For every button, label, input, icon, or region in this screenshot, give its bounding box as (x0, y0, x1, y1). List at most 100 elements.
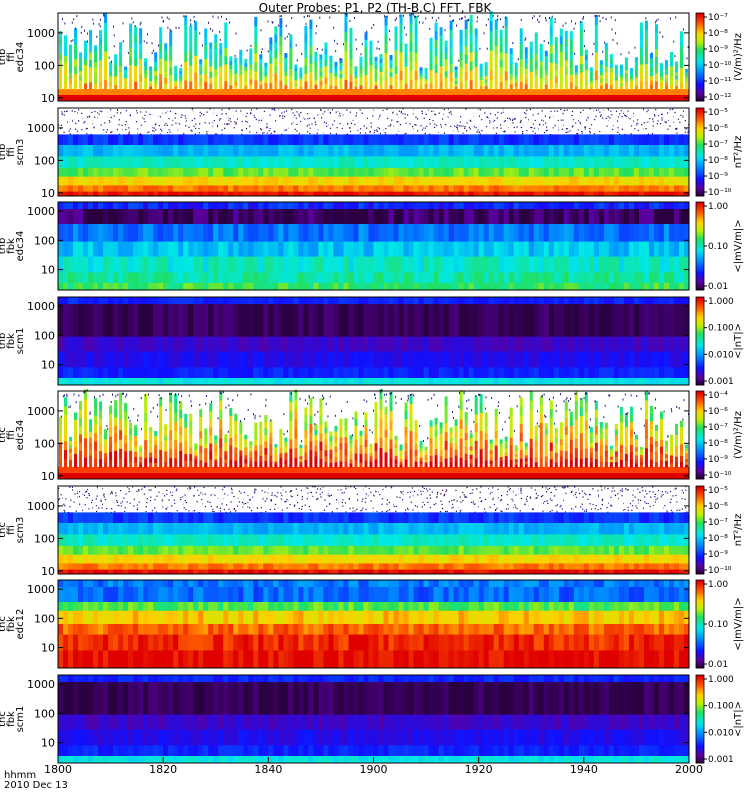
spectrogram-image (58, 580, 690, 669)
spectrogram-panel-1: 101001000thbffiedc3410⁻¹²10⁻¹¹10⁻¹⁰10⁻⁹1… (0, 11, 744, 105)
y-tick-label: 100 (34, 59, 55, 72)
spectrogram-image (58, 202, 690, 291)
y-tick-label: 100 (34, 707, 55, 720)
colorbar-label: <|mV/m|> (733, 597, 744, 650)
colorbar-tick-label: 10⁻⁹ (708, 172, 728, 182)
colorbar-tick-label: 0.010 (708, 728, 734, 738)
ylabel-line: scm1 (15, 328, 26, 355)
y-tick-label: 10 (41, 264, 55, 277)
y-tick-label: 10 (41, 737, 55, 750)
colorbar-label: <|nT|> (733, 323, 744, 359)
colorbar-tick-label: 10⁻⁹ (708, 550, 728, 560)
spectrogram-panel-5: 101001000thcffiedc3410⁻¹⁰10⁻⁹10⁻⁸10⁻⁷10⁻… (0, 389, 744, 483)
ylabel-line: edc34 (15, 420, 26, 451)
colorbar-tick-label: 10⁻⁹ (708, 45, 728, 55)
ylabel-line: fbk (6, 616, 17, 632)
colorbar-label: nT²/Hz (733, 136, 744, 169)
ylabel-line: fbk (6, 238, 17, 254)
colorbar: 0.001 0.010 0.100 1.000 <|nT|> (695, 674, 744, 765)
colorbar-label: (V/m)²/Hz (733, 33, 744, 81)
y-tick-label: 1000 (27, 500, 55, 513)
colorbar-label: <|mV/m|> (733, 219, 744, 272)
colorbar-tick-label: 10⁻¹⁰ (708, 471, 732, 481)
y-tick-label: 100 (34, 154, 55, 167)
colorbar-tick-label: 10⁻⁸ (708, 439, 728, 449)
y-tick-label: 1000 (27, 583, 55, 596)
spectrogram-image (58, 486, 690, 575)
ylabel-line: fbk (6, 711, 17, 727)
colorbar: 10⁻¹⁰ 10⁻⁹ 10⁻⁸ 10⁻⁷ 10⁻⁶ 10⁻⁵ nT²/Hz (695, 485, 744, 576)
colorbar-tick-label: 10⁻¹² (708, 93, 732, 103)
x-tick-label: 1800 (44, 763, 72, 776)
colorbar-tick-label: 10⁻⁶ (708, 407, 728, 417)
ylabel-line: thc (0, 616, 8, 632)
colorbar-tick-label: 10⁻⁷ (708, 423, 728, 433)
ylabel-line: scm1 (15, 706, 26, 733)
colorbar-tick-label: 10⁻¹¹ (708, 77, 732, 87)
colorbar-tick-label: 0.100 (708, 702, 734, 712)
spectrogram-panel-6: 101001000thcffiscm310⁻¹⁰10⁻⁹10⁻⁸10⁻⁷10⁻⁶… (0, 485, 744, 578)
colorbar-tick-label: 10⁻¹⁰ (708, 566, 732, 576)
y-tick-label: 10 (41, 187, 55, 200)
spectrogram-panel-2: 101001000thbffiscm310⁻¹⁰10⁻⁹10⁻⁸10⁻⁷10⁻⁶… (0, 107, 744, 200)
colorbar-tick-label: 10⁻⁶ (708, 502, 728, 512)
x-tick-label: 1940 (570, 763, 598, 776)
ylabel-line: thb (0, 49, 8, 66)
ylabel-line: thb (0, 144, 8, 161)
colorbar-tick-label: 0.01 (708, 282, 728, 292)
colorbar-tick-label: 10⁻⁵ (708, 486, 728, 496)
ylabel-line: ffi (6, 525, 17, 535)
ylabel-line: scm3 (15, 139, 26, 166)
x-tick-label: 1840 (254, 763, 282, 776)
ylabel-line: thc (0, 427, 8, 443)
colorbar-tick-label: 10⁻⁸ (708, 29, 728, 39)
ylabel-line: ffi (6, 52, 17, 62)
panel-frame (57, 12, 690, 102)
time-format-label: hhmm (4, 770, 37, 781)
colorbar-tick-label: 10⁻⁶ (708, 124, 728, 134)
x-tick-label: 1820 (149, 763, 177, 776)
spectrogram-image (58, 11, 690, 101)
colorbar-tick-label: 10⁻⁷ (708, 518, 728, 528)
colorbar-tick-label: 10⁻⁵ (708, 108, 728, 118)
y-tick-label: 1000 (27, 122, 55, 135)
colorbar: 0.01 0.10 1.00 <|mV/m|> (695, 579, 744, 670)
colorbar-tick-label: 0.001 (708, 377, 734, 387)
chart-title: Outer Probes: P1, P2 (TH-B,C) FFT, FBK (258, 1, 492, 15)
panel-frame (57, 296, 690, 386)
panel-frame (57, 579, 690, 669)
colorbar-tick-label: 0.010 (708, 350, 734, 360)
ylabel-line: thb (0, 333, 8, 350)
spectrogram-image (58, 297, 690, 386)
ylabel-line: thc (0, 522, 8, 538)
colorbar-tick-label: 10⁻⁷ (708, 140, 728, 150)
colorbar-label: (V/m)²/Hz (733, 411, 744, 459)
y-tick-label: 1000 (27, 678, 55, 691)
y-tick-label: 10 (41, 92, 55, 105)
colorbar: 10⁻¹⁰ 10⁻⁹ 10⁻⁸ 10⁻⁷ 10⁻⁶ 10⁻⁵ nT²/Hz (695, 107, 744, 198)
y-tick-label: 10 (41, 359, 55, 372)
colorbar: 0.001 0.010 0.100 1.000 <|nT|> (695, 296, 744, 387)
panel-frame (57, 107, 690, 197)
ylabel-line: edc34 (15, 231, 26, 262)
colorbar-tick-label: 1.00 (708, 202, 728, 212)
colorbar-tick-label: 0.10 (708, 620, 728, 630)
ylabel-line: ffi (6, 147, 17, 157)
colorbar-tick-label: 1.000 (708, 297, 734, 307)
colorbar-tick-label: 0.001 (708, 755, 734, 765)
y-tick-label: 10 (41, 470, 55, 483)
colorbar-tick-label: 10⁻⁸ (708, 534, 728, 544)
y-tick-label: 10 (41, 642, 55, 655)
colorbar-tick-label: 1.00 (708, 580, 728, 590)
colorbar-tick-label: 10⁻¹⁰ (708, 61, 732, 71)
ylabel-line: edc12 (15, 609, 26, 640)
panel-frame (57, 201, 690, 291)
